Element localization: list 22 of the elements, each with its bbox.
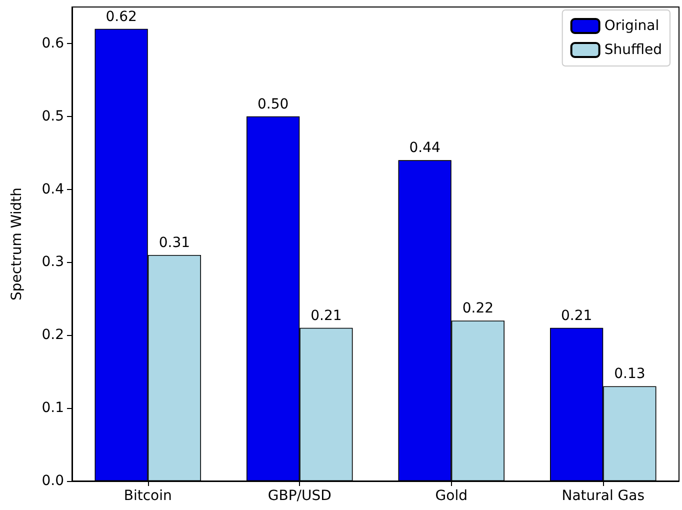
data-label: 0.50	[257, 96, 289, 112]
y-tick-label: 0.0	[42, 473, 64, 489]
y-tick-label: 0.1	[42, 400, 64, 416]
legend-label: Original	[604, 18, 660, 34]
data-label: 0.21	[560, 308, 592, 324]
x-tick-label: GBP/USD	[268, 488, 332, 504]
y-tick-label: 0.4	[42, 181, 64, 198]
data-label: 0.13	[614, 366, 646, 382]
data-label: 0.31	[158, 234, 190, 251]
data-label: 0.22	[462, 300, 494, 317]
y-tick-label: 0.2	[42, 327, 64, 344]
data-label: 0.44	[409, 140, 440, 156]
y-axis-title: Spectrum Width	[9, 188, 25, 300]
legend-label: Shuffled	[604, 42, 662, 58]
y-tick-label: 0.5	[42, 108, 64, 124]
data-label: 0.21	[310, 308, 342, 324]
x-tick-label: Natural Gas	[562, 488, 645, 504]
x-tick-label: Bitcoin	[124, 488, 172, 504]
x-tick-label: Gold	[435, 488, 468, 504]
y-tick-label: 0.3	[42, 254, 64, 270]
y-tick-label: 0.6	[42, 35, 64, 52]
data-label: 0.62	[106, 8, 137, 25]
